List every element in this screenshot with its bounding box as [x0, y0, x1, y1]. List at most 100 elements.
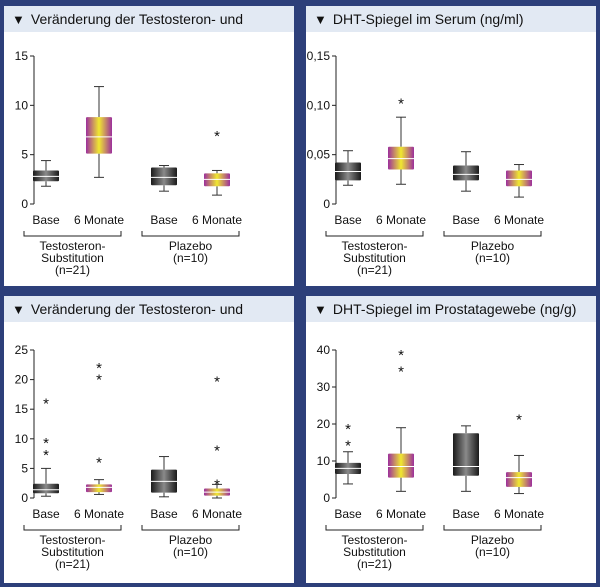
- outlier-marker: *: [516, 412, 522, 429]
- outlier-marker: *: [43, 395, 49, 412]
- group-label: Testosteron-: [341, 533, 407, 547]
- panel-dht-prostate: ▼ DHT-Spiegel im Prostatagewebe (ng/g) 0 1…: [306, 296, 596, 583]
- y-tick-label: 0: [21, 491, 28, 505]
- outlier-marker: *: [398, 347, 404, 364]
- group-bracket: [23, 525, 122, 531]
- x-tick-label: Base: [452, 213, 480, 227]
- y-tick-label: 5: [21, 148, 28, 162]
- box-iqr: [453, 165, 479, 181]
- box-iqr: [86, 117, 112, 154]
- outlier-marker: *: [345, 421, 351, 438]
- panel-title: ▼ Veränderung der Testosteron- und: [4, 6, 294, 32]
- box-3: [453, 425, 479, 492]
- group-label: (n=21): [55, 557, 90, 571]
- box-iqr: [506, 170, 532, 187]
- y-tick-label: 10: [317, 454, 331, 468]
- x-tick-label: 6 Monate: [74, 213, 124, 227]
- box-iqr: [506, 472, 532, 487]
- panel-title: ▼ Veränderung der Testosteron- und: [4, 296, 294, 322]
- outlier-marker: *: [96, 360, 102, 377]
- triangle-down-icon: ▼: [314, 302, 327, 317]
- y-tick-label: 0,10: [307, 98, 331, 112]
- group-bracket: [325, 525, 424, 531]
- box-2: [86, 86, 112, 178]
- x-tick-label: Base: [150, 507, 178, 521]
- y-tick-label: 10: [15, 432, 29, 446]
- group-bracket: [141, 525, 240, 531]
- group-label: Substitution: [343, 251, 406, 265]
- panel-title: ▼ DHT-Spiegel im Prostatagewebe (ng/g): [306, 296, 596, 322]
- x-tick-label: Base: [32, 213, 60, 227]
- x-tick-label: Base: [32, 507, 60, 521]
- group-bracket: [443, 231, 542, 237]
- group-label: Plazebo: [169, 533, 213, 547]
- panel-title: ▼ DHT-Spiegel im Serum (ng/ml): [306, 6, 596, 32]
- outlier-marker: *: [345, 438, 351, 455]
- box-iqr: [453, 433, 479, 476]
- boxplot-chart: 0 0,05 0,10 0,15 * Base 6 Monate Base 6 Monate Te…: [307, 49, 545, 277]
- outlier-marker: *: [214, 476, 220, 493]
- y-tick-label: 20: [317, 417, 331, 431]
- x-tick-label: Base: [452, 507, 480, 521]
- y-tick-label: 0,05: [307, 148, 331, 162]
- chart-title: DHT-Spiegel im Serum (ng/ml): [332, 11, 524, 27]
- y-tick-label: 5: [21, 461, 28, 475]
- y-tick-label: 0: [323, 197, 330, 211]
- panel-testosterone-serum: ▼ Veränderung der Testosteron- und 0 5 10 15…: [4, 6, 294, 286]
- x-tick-label: 6 Monate: [376, 507, 426, 521]
- outlier-marker: *: [96, 455, 102, 472]
- group-label: (n=10): [475, 545, 510, 559]
- outlier-marker: *: [214, 443, 220, 460]
- box-iqr: [151, 167, 177, 186]
- x-tick-label: 6 Monate: [494, 507, 544, 521]
- group-label: (n=10): [173, 545, 208, 559]
- box-2: *: [388, 95, 414, 185]
- triangle-down-icon: ▼: [12, 12, 25, 27]
- y-tick-label: 0: [323, 491, 330, 505]
- outlier-marker: *: [43, 447, 49, 464]
- x-tick-label: Base: [334, 213, 362, 227]
- group-bracket: [23, 231, 122, 237]
- group-label: (n=10): [173, 251, 208, 265]
- y-tick-label: 10: [15, 98, 29, 112]
- group-label: Substitution: [41, 545, 104, 559]
- x-tick-label: Base: [150, 213, 178, 227]
- box-1: **: [335, 421, 361, 485]
- y-tick-label: 25: [15, 343, 29, 357]
- group-bracket: [443, 525, 542, 531]
- outlier-marker: *: [398, 364, 404, 381]
- y-tick-label: 20: [15, 373, 29, 387]
- chart-title: Veränderung der Testosteron- und: [30, 11, 244, 27]
- box-iqr: [388, 453, 414, 478]
- y-tick-label: 30: [317, 380, 331, 394]
- triangle-down-icon: ▼: [12, 302, 25, 317]
- y-tick-label: 0: [21, 197, 28, 211]
- x-tick-label: 6 Monate: [494, 213, 544, 227]
- y-tick-label: 15: [15, 402, 29, 416]
- box-1: [335, 150, 361, 186]
- outlier-marker: *: [96, 372, 102, 389]
- panel-dht-serum: ▼ DHT-Spiegel im Serum (ng/ml) 0 0,05 0,10 0…: [306, 6, 596, 286]
- y-tick-label: 15: [15, 49, 29, 63]
- x-tick-label: Base: [334, 507, 362, 521]
- box-1: [33, 160, 59, 187]
- chart-title: DHT-Spiegel im Prostatagewebe (ng/g): [332, 301, 577, 317]
- group-bracket: [325, 231, 424, 237]
- y-tick-label: 0,15: [307, 49, 331, 63]
- box-2: ***: [86, 360, 112, 495]
- group-label: (n=21): [55, 263, 90, 277]
- box-4: [506, 164, 532, 198]
- triangle-down-icon: ▼: [314, 12, 327, 27]
- box-3: [151, 165, 177, 192]
- outlier-marker: *: [214, 373, 220, 390]
- group-label: Plazebo: [471, 239, 515, 253]
- box-2: **: [388, 347, 414, 492]
- group-bracket: [141, 231, 240, 237]
- group-label: (n=21): [357, 557, 392, 571]
- outlier-marker: *: [43, 435, 49, 452]
- box-iqr: [33, 483, 59, 494]
- outlier-marker: *: [214, 128, 220, 145]
- outlier-marker: *: [398, 95, 404, 112]
